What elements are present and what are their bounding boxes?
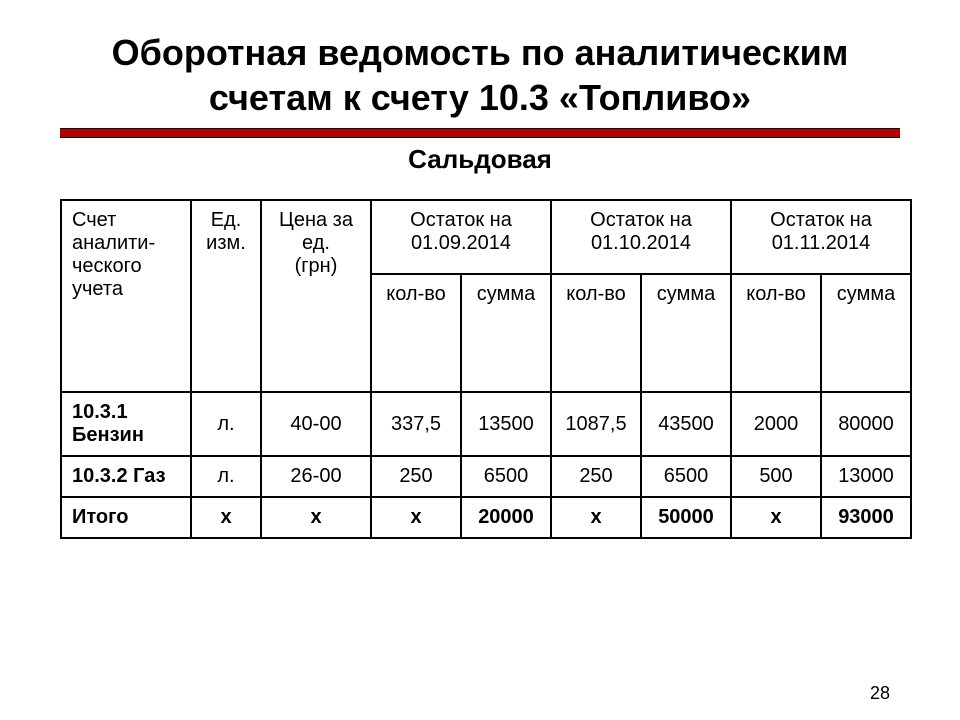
page-title: Оборотная ведомость по аналитическим сче…	[60, 30, 900, 120]
b2-qty-header: кол-во	[551, 274, 641, 392]
col-unit-label: Ед. изм.	[206, 209, 246, 254]
cell-b2-sum: 6500	[641, 456, 731, 497]
b3-sum-header: сумма	[821, 274, 911, 392]
total-label: Итого	[61, 497, 191, 538]
header-row-1: Счет аналити-ческого учета Ед. изм. Цена…	[61, 200, 911, 274]
col-unit: Ед. изм.	[191, 200, 261, 392]
b1-qty-header: кол-во	[371, 274, 461, 392]
col-balance-3: Остаток на 01.11.2014	[731, 200, 911, 274]
total-unit: х	[191, 497, 261, 538]
total-b1-qty: х	[371, 497, 461, 538]
cell-b3-sum: 13000	[821, 456, 911, 497]
b3-qty-header: кол-во	[731, 274, 821, 392]
cell-account: 10.3.1 Бензин	[61, 392, 191, 456]
total-price: х	[261, 497, 371, 538]
cell-unit: л.	[191, 392, 261, 456]
total-b3-qty: х	[731, 497, 821, 538]
col-price-label: Цена за ед.	[279, 209, 353, 254]
cell-b3-qty: 500	[731, 456, 821, 497]
col-balance-1: Остаток на 01.09.2014	[371, 200, 551, 274]
cell-price: 26-00	[261, 456, 371, 497]
cell-b1-sum: 13500	[461, 392, 551, 456]
table-row: 10.3.2 Газ л. 26-00 250 6500 250 6500 50…	[61, 456, 911, 497]
page-number: 28	[870, 683, 890, 704]
cell-b2-sum: 43500	[641, 392, 731, 456]
col-price: Цена за ед. (грн)	[261, 200, 371, 392]
col-price-sublabel: (грн)	[295, 255, 338, 277]
table-row: 10.3.1 Бензин л. 40-00 337,5 13500 1087,…	[61, 392, 911, 456]
col-account-label: Счет аналити-ческого учета	[72, 209, 155, 300]
b2-sum-header: сумма	[641, 274, 731, 392]
total-b3-sum: 93000	[821, 497, 911, 538]
slide: Оборотная ведомость по аналитическим сче…	[0, 0, 960, 720]
total-b2-qty: х	[551, 497, 641, 538]
cell-b3-qty: 2000	[731, 392, 821, 456]
total-b1-sum: 20000	[461, 497, 551, 538]
total-row: Итого х х х 20000 х 50000 х 93000	[61, 497, 911, 538]
accent-bar	[60, 128, 900, 138]
cell-b1-qty: 337,5	[371, 392, 461, 456]
cell-b2-qty: 1087,5	[551, 392, 641, 456]
b1-sum-header: сумма	[461, 274, 551, 392]
cell-unit: л.	[191, 456, 261, 497]
cell-price: 40-00	[261, 392, 371, 456]
cell-b1-sum: 6500	[461, 456, 551, 497]
balance-table: Счет аналити-ческого учета Ед. изм. Цена…	[60, 199, 912, 539]
cell-b3-sum: 80000	[821, 392, 911, 456]
subtitle: Сальдовая	[60, 144, 900, 175]
cell-b1-qty: 250	[371, 456, 461, 497]
total-b2-sum: 50000	[641, 497, 731, 538]
cell-b2-qty: 250	[551, 456, 641, 497]
col-balance-2: Остаток на 01.10.2014	[551, 200, 731, 274]
cell-account: 10.3.2 Газ	[61, 456, 191, 497]
col-account: Счет аналити-ческого учета	[61, 200, 191, 392]
